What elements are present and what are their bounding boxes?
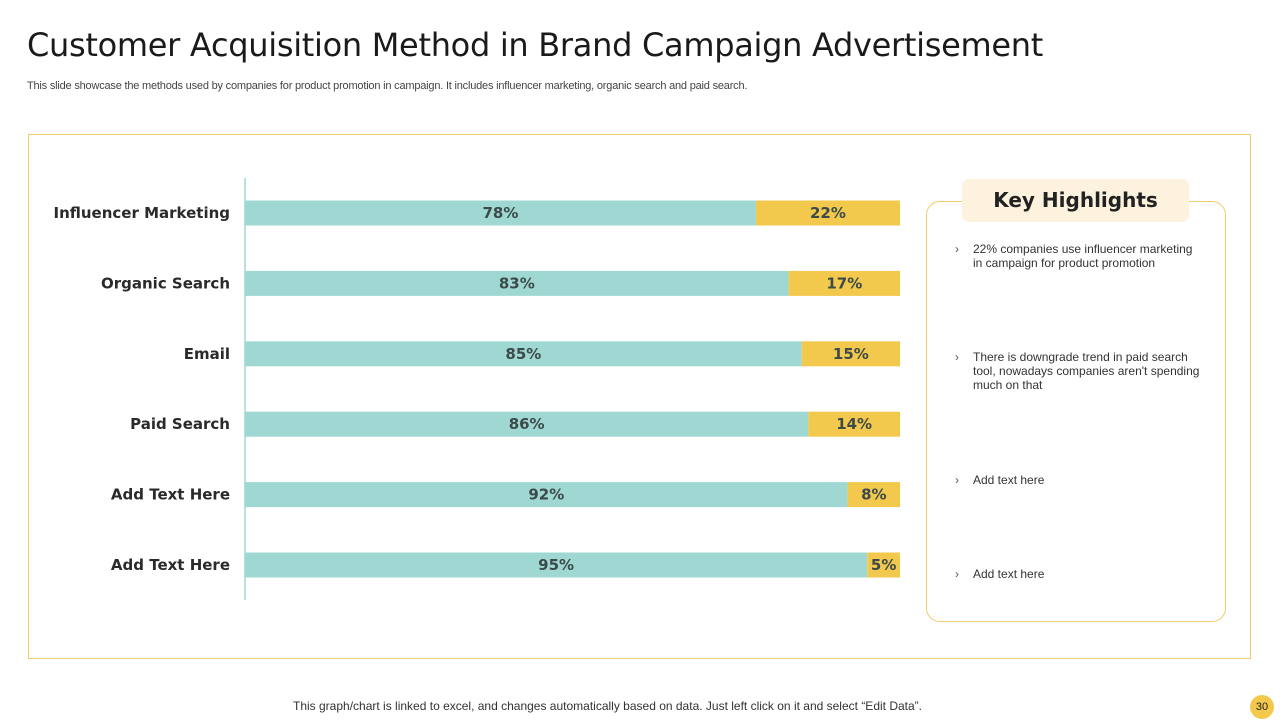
highlight-text: There is downgrade trend in paid search …	[973, 350, 1200, 392]
highlight-text: Add text here	[973, 473, 1045, 487]
bar-segment[interactable]	[788, 270, 900, 296]
bar-segment[interactable]	[245, 341, 802, 367]
stacked-bar-chart[interactable]: 78% 22% Influencer Marketing 83% 17% Organic …	[28, 134, 928, 659]
data-label: 14%	[836, 415, 872, 433]
category-label: Influencer Marketing	[53, 204, 230, 222]
highlight-item: › Add text here	[955, 473, 1205, 487]
key-highlights-title: Key Highlights	[962, 179, 1189, 222]
chevron-right-icon: ›	[955, 242, 959, 256]
chart-panel	[28, 134, 1251, 659]
highlight-text: Add text here	[973, 567, 1045, 581]
category-label: Add Text Here	[111, 556, 230, 574]
bar-segment[interactable]	[245, 482, 848, 508]
category-label: Email	[184, 345, 230, 363]
category-label: Paid Search	[130, 415, 230, 433]
highlight-item: › There is downgrade trend in paid searc…	[955, 350, 1205, 392]
bar-segment[interactable]	[245, 200, 756, 226]
highlight-item: › Add text here	[955, 567, 1205, 581]
data-label: 85%	[505, 345, 541, 363]
data-label: 5%	[871, 556, 896, 574]
category-label: Add Text Here	[111, 486, 230, 504]
footer-note: This graph/chart is linked to excel, and…	[293, 699, 922, 713]
bar-segment[interactable]	[801, 341, 900, 367]
bar-segment[interactable]	[245, 552, 868, 578]
bar-segment[interactable]	[867, 552, 900, 578]
highlight-text: 22% companies use influencer marketing i…	[973, 242, 1193, 270]
data-label: 22%	[810, 204, 846, 222]
data-label: 83%	[499, 274, 535, 292]
bar-segment[interactable]	[808, 411, 900, 437]
bar-segment[interactable]	[245, 270, 789, 296]
slide-title: Customer Acquisition Method in Brand Cam…	[27, 26, 1043, 64]
chevron-right-icon: ›	[955, 350, 959, 364]
highlight-item: › 22% companies use influencer marketing…	[955, 242, 1205, 270]
data-label: 86%	[509, 415, 545, 433]
slide-subtitle: This slide showcase the methods used by …	[27, 80, 748, 92]
bar-segment[interactable]	[847, 482, 900, 508]
data-label: 17%	[826, 274, 862, 292]
page-number-badge: 30	[1250, 695, 1274, 719]
data-label: 92%	[528, 486, 564, 504]
chevron-right-icon: ›	[955, 567, 959, 581]
bar-segment[interactable]	[245, 411, 809, 437]
data-label: 78%	[482, 204, 518, 222]
category-label: Organic Search	[101, 274, 230, 292]
data-label: 95%	[538, 556, 574, 574]
data-label: 15%	[833, 345, 869, 363]
data-label: 8%	[861, 486, 886, 504]
chevron-right-icon: ›	[955, 473, 959, 487]
bar-segment[interactable]	[755, 200, 900, 226]
